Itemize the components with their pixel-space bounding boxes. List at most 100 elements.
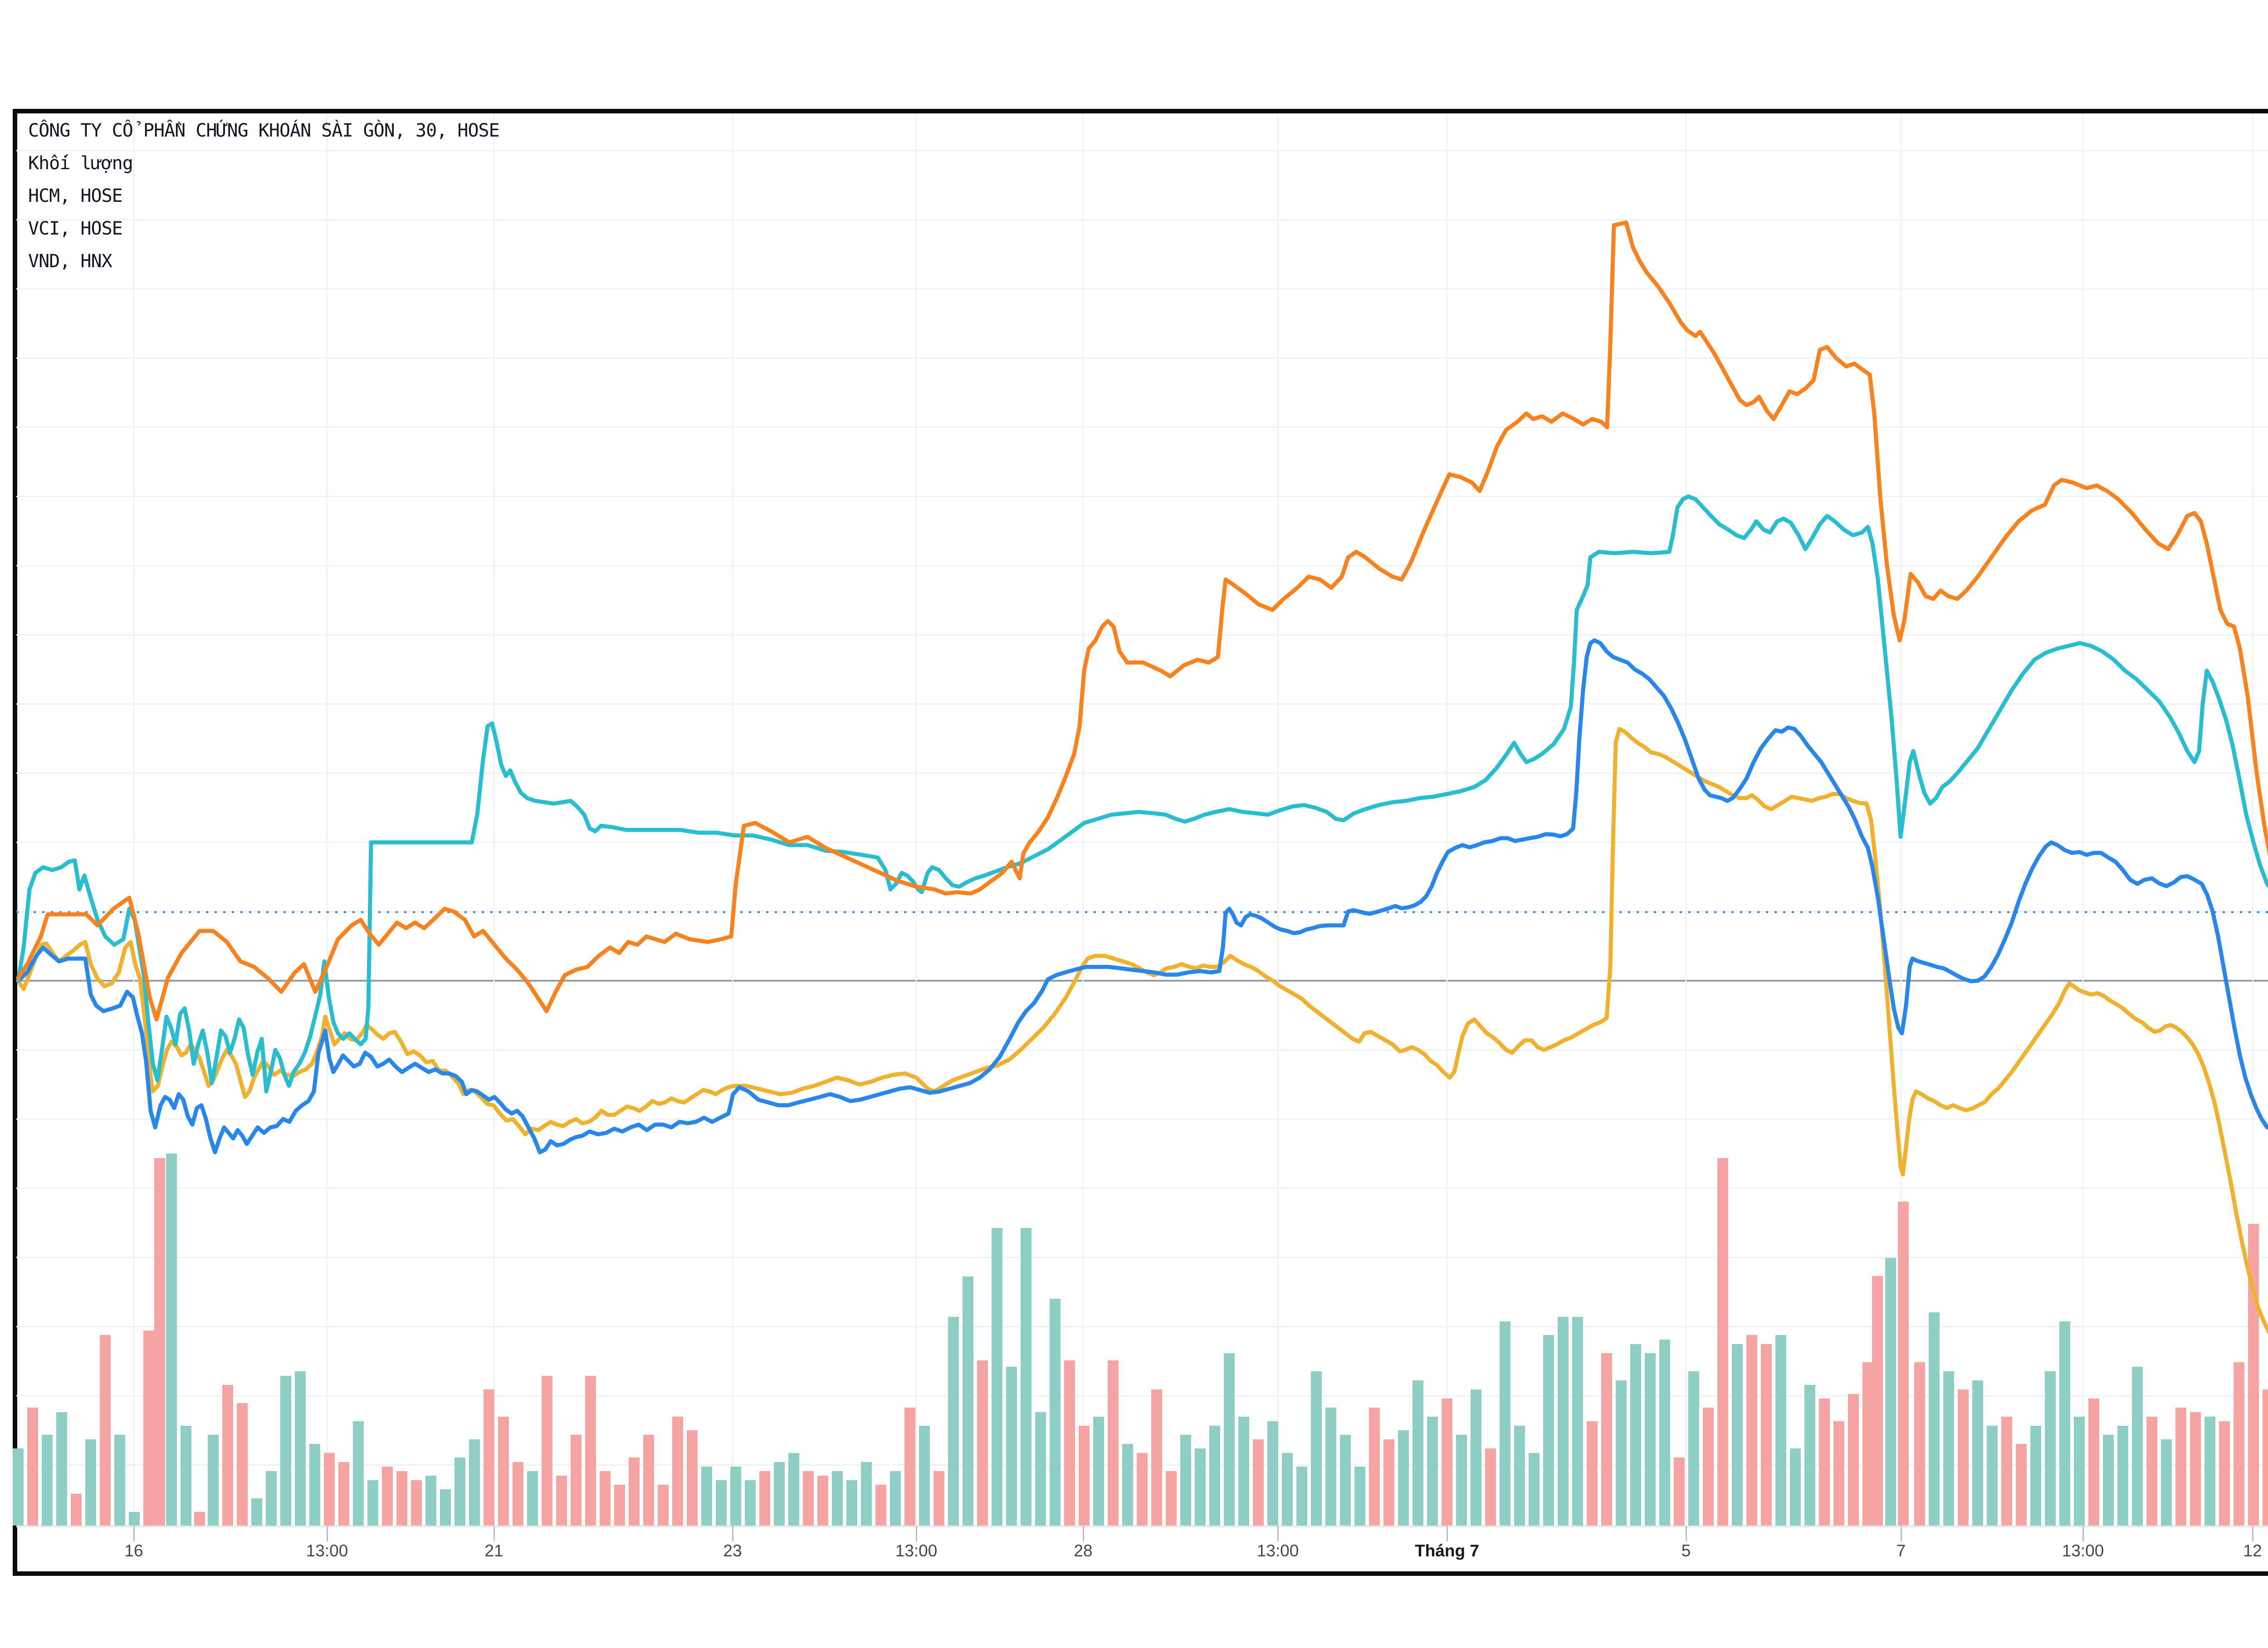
volume-bar bbox=[1688, 1371, 1699, 1526]
volume-bar bbox=[1108, 1360, 1119, 1526]
volume-bar bbox=[556, 1476, 567, 1526]
volume-bar bbox=[875, 1485, 886, 1526]
volume-bar bbox=[1761, 1344, 1772, 1526]
x-axis-tick bbox=[732, 1526, 733, 1541]
volume-bar bbox=[114, 1435, 125, 1526]
volume-bar bbox=[1064, 1360, 1075, 1526]
series-line-hcm[interactable] bbox=[16, 220, 2268, 1022]
volume-bar bbox=[2016, 1444, 2027, 1526]
volume-bar bbox=[600, 1471, 611, 1526]
volume-bar bbox=[788, 1453, 799, 1526]
volume-bar bbox=[2088, 1399, 2099, 1526]
volume-bar bbox=[2263, 1389, 2268, 1526]
volume-bar bbox=[1137, 1453, 1148, 1526]
volume-bar bbox=[411, 1480, 422, 1526]
x-axis-label: 21 bbox=[484, 1541, 503, 1560]
x-axis-label: Tháng 7 bbox=[1415, 1541, 1479, 1560]
volume-bar bbox=[759, 1471, 770, 1526]
volume-bar bbox=[948, 1317, 959, 1526]
legend-symbol-title[interactable]: CÔNG TY CỔ PHẦN CHỨNG KHOÁN SÀI GÒN, 30,… bbox=[28, 120, 500, 141]
volume-bar bbox=[1224, 1353, 1235, 1526]
volume-bar bbox=[542, 1376, 552, 1526]
volume-bar bbox=[251, 1498, 262, 1526]
volume-bar bbox=[2204, 1417, 2215, 1526]
volume-bar bbox=[1383, 1439, 1394, 1526]
volume-bar bbox=[716, 1480, 727, 1526]
x-axis-tick bbox=[2082, 1526, 2084, 1541]
volume-bar bbox=[1601, 1353, 1612, 1526]
volume-bar bbox=[1354, 1467, 1365, 1526]
x-axis-label: 12 bbox=[2243, 1541, 2262, 1560]
x-axis-label: 7 bbox=[1896, 1541, 1906, 1560]
volume-bar bbox=[846, 1480, 857, 1526]
volume-bar bbox=[309, 1444, 320, 1526]
volume-bar bbox=[1943, 1371, 1954, 1526]
volume-bar bbox=[71, 1494, 82, 1526]
volume-bar bbox=[27, 1408, 38, 1526]
volume-bar bbox=[2030, 1426, 2041, 1526]
volume-bar bbox=[629, 1457, 640, 1526]
legend-row-1[interactable]: HCM, HOSE bbox=[28, 186, 123, 206]
volume-bar bbox=[56, 1412, 67, 1526]
volume-bar bbox=[1819, 1399, 1830, 1526]
volume-bar bbox=[1006, 1367, 1017, 1526]
volume-bar bbox=[1369, 1408, 1380, 1526]
volume-bar bbox=[803, 1471, 814, 1526]
series-line-vnd[interactable] bbox=[16, 727, 2268, 1392]
volume-bar bbox=[1848, 1394, 1859, 1526]
volume-bar bbox=[1732, 1344, 1743, 1526]
volume-bar bbox=[1122, 1444, 1133, 1526]
volume-bar bbox=[455, 1457, 465, 1526]
volume-bar bbox=[1151, 1389, 1162, 1526]
legend-row-2[interactable]: VCI, HOSE bbox=[28, 218, 123, 239]
volume-bar bbox=[280, 1376, 291, 1526]
volume-bar bbox=[1790, 1448, 1801, 1526]
volume-bar bbox=[1514, 1426, 1525, 1526]
volume-bar bbox=[1253, 1439, 1264, 1526]
legend-row-3[interactable]: VND, HNX bbox=[28, 251, 112, 272]
series-line-ssi[interactable] bbox=[16, 638, 2268, 1154]
volume-bar bbox=[1746, 1335, 1757, 1526]
volume-bar bbox=[1987, 1426, 1998, 1526]
volume-bar bbox=[42, 1435, 53, 1526]
volume-bar bbox=[1958, 1389, 1969, 1526]
volume-bar bbox=[861, 1462, 872, 1526]
x-axis-tick bbox=[1686, 1526, 1687, 1541]
volume-bar bbox=[672, 1417, 683, 1526]
volume-bar bbox=[338, 1462, 349, 1526]
volume-bar bbox=[1659, 1340, 1670, 1526]
volume-bar bbox=[977, 1360, 988, 1526]
volume-bar bbox=[1282, 1453, 1293, 1526]
x-axis-tick bbox=[1447, 1526, 1448, 1541]
volume-bar bbox=[2103, 1435, 2114, 1526]
volume-bar bbox=[166, 1154, 177, 1526]
volume-bar bbox=[1238, 1417, 1249, 1526]
x-axis-label: 16 bbox=[124, 1541, 143, 1560]
volume-bar bbox=[143, 1330, 154, 1526]
volume-bar bbox=[1195, 1448, 1206, 1526]
volume-bar bbox=[1587, 1421, 1598, 1526]
volume-bar bbox=[2190, 1412, 2201, 1526]
x-axis-tick bbox=[1083, 1526, 1084, 1541]
volume-bar bbox=[440, 1489, 451, 1526]
volume-bar bbox=[1572, 1317, 1583, 1526]
volume-bar bbox=[1775, 1335, 1786, 1526]
volume-bar bbox=[2117, 1426, 2128, 1526]
volume-bar bbox=[1413, 1380, 1423, 1526]
legend-row-0[interactable]: Khối lượng bbox=[28, 153, 133, 174]
x-axis-label: 28 bbox=[1074, 1541, 1093, 1560]
volume-bar bbox=[1456, 1435, 1467, 1526]
volume-bar bbox=[425, 1476, 436, 1526]
volume-bar bbox=[1209, 1426, 1220, 1526]
x-axis-label: 23 bbox=[723, 1541, 742, 1560]
volume-bar bbox=[1311, 1371, 1322, 1526]
volume-bar bbox=[396, 1471, 407, 1526]
series-line-vci[interactable] bbox=[16, 494, 2268, 1094]
volume-bar bbox=[2146, 1417, 2157, 1526]
volume-bar bbox=[1471, 1389, 1481, 1526]
volume-bar bbox=[571, 1435, 582, 1526]
x-axis-tick bbox=[494, 1526, 495, 1541]
x-axis-tick bbox=[1901, 1526, 1902, 1541]
volume-bar bbox=[658, 1485, 669, 1526]
